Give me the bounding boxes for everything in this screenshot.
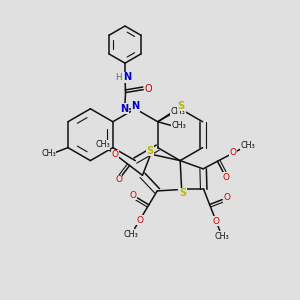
Text: H: H	[115, 73, 122, 82]
Text: O: O	[223, 194, 230, 202]
Text: S: S	[179, 188, 186, 198]
Text: CH₃: CH₃	[172, 121, 186, 130]
Text: O: O	[112, 150, 119, 159]
Text: CH₃: CH₃	[214, 232, 230, 241]
Text: O: O	[144, 84, 152, 94]
Text: N: N	[121, 104, 129, 114]
Text: CH₃: CH₃	[170, 107, 185, 116]
Text: O: O	[136, 216, 143, 225]
Text: N: N	[131, 101, 139, 111]
Text: CH₃: CH₃	[240, 141, 255, 150]
Text: N: N	[123, 72, 131, 82]
Text: S: S	[146, 146, 153, 156]
Text: S: S	[177, 100, 184, 110]
Text: CH₃: CH₃	[124, 230, 139, 238]
Text: CH₃: CH₃	[41, 149, 56, 158]
Text: CH₃: CH₃	[95, 140, 110, 149]
Text: O: O	[130, 191, 137, 200]
Text: O: O	[230, 148, 237, 158]
Text: O: O	[115, 176, 122, 184]
Text: O: O	[213, 217, 220, 226]
Text: O: O	[223, 173, 230, 182]
